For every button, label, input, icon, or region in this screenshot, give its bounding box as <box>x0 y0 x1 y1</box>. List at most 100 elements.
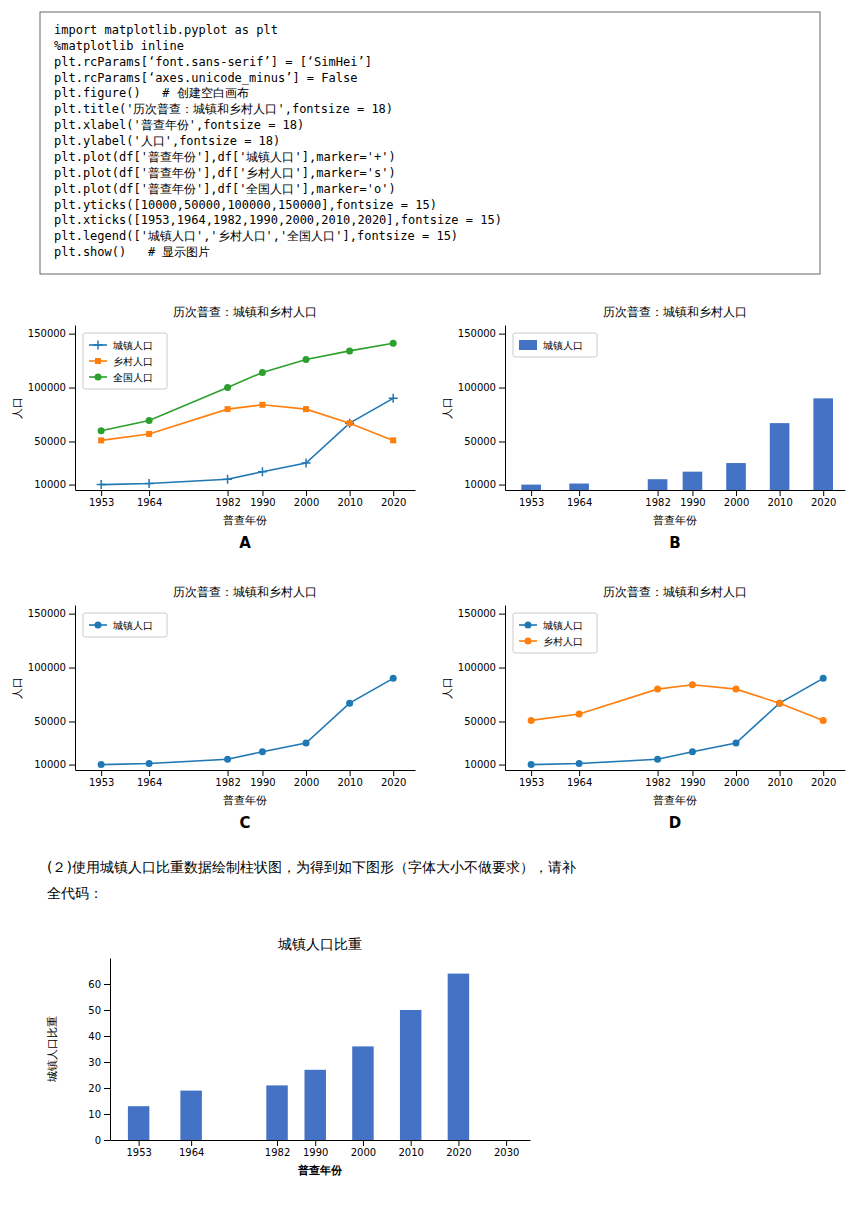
point <box>145 479 154 488</box>
series <box>128 974 469 1140</box>
x-axis-line <box>506 770 846 771</box>
legend-entry: 城镇人口 <box>89 620 153 631</box>
point <box>303 406 309 412</box>
x-tick: 1982 <box>265 1140 290 1158</box>
x-tick-label: 2020 <box>811 497 836 508</box>
y-axis-title: 人口 <box>441 397 454 419</box>
y-axis: 1000050000100000150000 <box>28 606 76 771</box>
y-tick: 40 <box>88 1031 110 1042</box>
legend-label: 乡村人口 <box>113 356 153 367</box>
point <box>654 686 661 693</box>
x-tick-label: 1982 <box>215 497 240 508</box>
legend: 城镇人口乡村人口 <box>513 613 597 653</box>
x-tick: 2010 <box>337 770 362 788</box>
x-axis: 1953196419821990200020102020 <box>506 770 846 788</box>
x-axis: 1953196419821990200020102020 <box>76 770 416 788</box>
code-line: plt.ylabel('人口',fontsize = 18) <box>54 134 280 148</box>
y-tick-label: 10000 <box>34 479 66 490</box>
x-tick: 2020 <box>381 490 406 508</box>
y-tick-mark <box>499 334 505 335</box>
point <box>733 740 740 747</box>
code-line: plt.xlabel('普查年份',fontsize = 18) <box>54 118 304 132</box>
x-tick-label: 2000 <box>294 777 319 788</box>
x-tick-mark <box>458 1140 459 1146</box>
x-tick-mark <box>658 490 659 496</box>
x-tick-mark <box>228 490 229 496</box>
legend-entry: 乡村人口 <box>519 636 583 647</box>
y-tick-label: 30 <box>88 1057 101 1068</box>
y-tick: 60 <box>88 979 110 990</box>
y-axis: 1000050000100000150000 <box>458 606 506 771</box>
x-tick-label: 2030 <box>494 1147 519 1158</box>
y-tick-label: 10 <box>88 1109 101 1120</box>
chart-panel: 1953196419821990200020102020100005000010… <box>441 585 846 832</box>
y-tick-mark <box>104 984 110 985</box>
x-tick-mark <box>780 490 781 496</box>
legend: 城镇人口 <box>83 613 167 637</box>
x-tick-label: 2010 <box>767 497 792 508</box>
y-tick-label: 60 <box>88 979 101 990</box>
point <box>302 459 311 468</box>
y-tick-mark <box>104 1062 110 1063</box>
x-tick-label: 2010 <box>337 777 362 788</box>
plot-area <box>528 675 827 768</box>
series <box>528 675 827 768</box>
x-tick-mark <box>262 490 263 496</box>
y-tick-label: 50000 <box>464 716 496 727</box>
point <box>98 761 105 768</box>
point <box>689 681 696 688</box>
point <box>820 717 827 724</box>
x-tick: 2010 <box>767 490 792 508</box>
y-tick-mark <box>69 441 75 442</box>
x-tick-mark <box>531 490 532 496</box>
y-tick-label: 20 <box>88 1083 101 1094</box>
y-tick: 150000 <box>458 328 505 339</box>
code-line: plt.plot(df['普查年份'],df['城镇人口'],marker='+… <box>54 150 396 164</box>
x-tick: 2010 <box>398 1140 423 1158</box>
x-tick: 1964 <box>137 490 162 508</box>
y-axis-title: 城镇人口比重 <box>46 1016 59 1083</box>
x-tick: 1953 <box>519 770 544 788</box>
x-tick-label: 1990 <box>250 497 275 508</box>
x-tick-mark <box>149 490 150 496</box>
x-tick-mark <box>315 1140 316 1146</box>
legend-entry: 城镇人口 <box>89 340 153 351</box>
x-tick: 1990 <box>680 770 705 788</box>
x-axis: 1953196419821990200020102020 <box>76 490 416 508</box>
line <box>101 678 393 764</box>
y-tick: 150000 <box>458 608 505 619</box>
legend-label: 城镇人口 <box>542 340 583 351</box>
legend-label: 全国人口 <box>113 372 153 383</box>
y-tick: 50000 <box>34 436 75 447</box>
point <box>346 700 353 707</box>
code-line: %matplotlib inline <box>54 39 184 53</box>
y-axis-title: 人口 <box>11 397 24 419</box>
y-tick-mark <box>69 614 75 615</box>
point <box>225 406 231 412</box>
x-tick: 2000 <box>294 770 319 788</box>
y-tick-label: 100000 <box>458 662 496 673</box>
y-tick: 50000 <box>34 716 75 727</box>
x-tick-mark <box>579 770 580 776</box>
point <box>820 675 827 682</box>
point <box>346 347 353 354</box>
plot-area <box>97 340 398 489</box>
x-tick-mark <box>736 770 737 776</box>
x-tick-mark <box>736 490 737 496</box>
x-tick-label: 1953 <box>89 777 114 788</box>
x-tick-label: 2010 <box>337 497 362 508</box>
x-tick-label: 1953 <box>89 497 114 508</box>
legend-label: 城镇人口 <box>542 620 583 631</box>
y-tick-label: 50000 <box>464 436 496 447</box>
x-tick-label: 1982 <box>215 777 240 788</box>
point <box>347 420 353 426</box>
point <box>224 384 231 391</box>
x-axis-line <box>76 770 416 771</box>
y-tick-mark <box>104 1010 110 1011</box>
legend-marker <box>95 622 102 629</box>
line <box>531 678 823 764</box>
x-axis-title: 普查年份 <box>297 1164 343 1177</box>
y-tick-mark <box>499 614 505 615</box>
code-box <box>40 12 820 274</box>
point <box>733 686 740 693</box>
